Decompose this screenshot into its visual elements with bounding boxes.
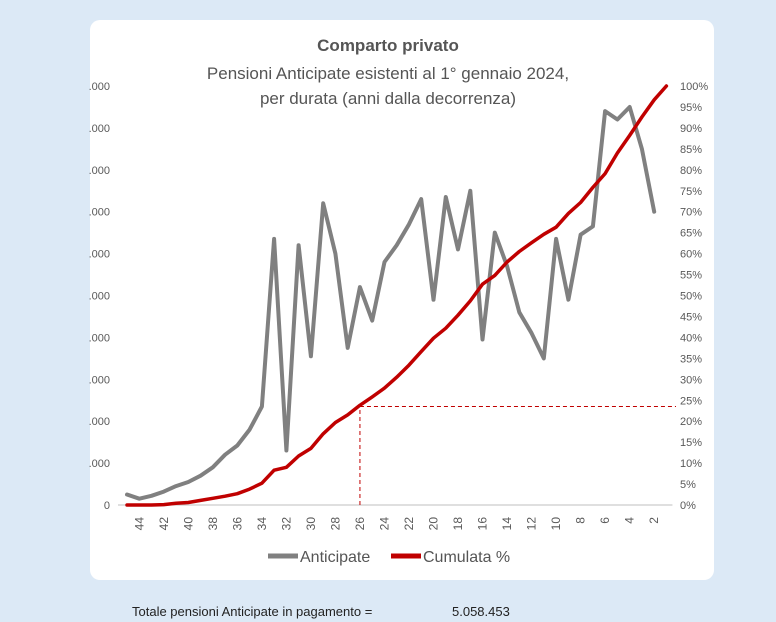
x-tick-label: 28 bbox=[328, 517, 342, 531]
x-tick-label: 10 bbox=[549, 517, 563, 531]
y-right-tick-label: 30% bbox=[680, 374, 702, 386]
x-tick-label: 24 bbox=[377, 517, 391, 531]
y-right-tick-label: 15% bbox=[680, 437, 702, 449]
series-line-cumulata bbox=[125, 84, 669, 507]
x-tick-label: 18 bbox=[451, 517, 465, 531]
reference-lines bbox=[359, 406, 676, 505]
y-right-tick-label: 75% bbox=[680, 186, 702, 198]
chart-title: Comparto privato bbox=[317, 36, 459, 55]
legend-label-cumulata: Cumulata % bbox=[423, 549, 510, 566]
y-right-tick-label: 0% bbox=[680, 500, 696, 512]
y-right-tick-label: 100% bbox=[680, 81, 708, 93]
footer-value: 5.058.453 bbox=[452, 604, 510, 619]
y-left-tick-label: .000 bbox=[89, 123, 110, 135]
series-lines bbox=[125, 84, 669, 507]
x-tick-label: 36 bbox=[230, 517, 244, 531]
y-right-tick-label: 55% bbox=[680, 270, 702, 282]
y-right-tick-label: 70% bbox=[680, 207, 702, 219]
x-tick-label: 26 bbox=[353, 517, 367, 531]
y-right-tick-label: 40% bbox=[680, 332, 702, 344]
chart-subtitle-line2: per durata (anni dalla decorrenza) bbox=[260, 89, 516, 108]
y-left-tick-label: .000 bbox=[89, 374, 110, 386]
x-tick-label: 20 bbox=[427, 517, 441, 531]
y-right-tick-label: 20% bbox=[680, 416, 702, 428]
y-right-tick-label: 90% bbox=[680, 123, 702, 135]
y-left-tick-label: .000 bbox=[89, 207, 110, 219]
x-tick-label: 40 bbox=[181, 517, 195, 531]
y-left-tick-label: .000 bbox=[89, 332, 110, 344]
x-tick-label: 16 bbox=[476, 517, 490, 531]
y-right-tick-label: 10% bbox=[680, 458, 702, 470]
footer-label: Totale pensioni Anticipate in pagamento … bbox=[132, 604, 373, 619]
series-line-anticipate bbox=[125, 105, 657, 501]
x-tick-label: 32 bbox=[279, 517, 293, 531]
y-right-tick-label: 45% bbox=[680, 311, 702, 323]
x-tick-label: 38 bbox=[206, 517, 220, 531]
x-tick-label: 6 bbox=[598, 517, 612, 524]
y-left-tick-label: 0 bbox=[104, 500, 110, 512]
y-left-tick-label: .000 bbox=[89, 416, 110, 428]
x-tick-label: 22 bbox=[402, 517, 416, 531]
x-tick-label: 12 bbox=[525, 517, 539, 531]
y-right-tick-label: 85% bbox=[680, 144, 702, 156]
y-right-tick-label: 50% bbox=[680, 291, 702, 303]
y-right-tick-label: 60% bbox=[680, 249, 702, 261]
y-right-tick-label: 95% bbox=[680, 102, 702, 114]
y-left-tick-label: .000 bbox=[89, 249, 110, 261]
chart-subtitle-line1: Pensioni Anticipate esistenti al 1° genn… bbox=[207, 64, 569, 83]
y-right-tick-label: 65% bbox=[680, 228, 702, 240]
x-tick-label: 34 bbox=[255, 517, 269, 531]
y-left-tick-label: .000 bbox=[89, 165, 110, 177]
y-right-tick-label: 80% bbox=[680, 165, 702, 177]
x-tick-label: 14 bbox=[500, 517, 514, 531]
y-left-tick-label: .000 bbox=[89, 458, 110, 470]
x-tick-label: 30 bbox=[304, 517, 318, 531]
y-right-tick-label: 5% bbox=[680, 479, 696, 491]
x-tick-label: 44 bbox=[132, 517, 146, 531]
x-tick-label: 2 bbox=[647, 517, 661, 524]
legend-label-anticipate: Anticipate bbox=[300, 549, 370, 566]
axes: 0 .000 .000 .000 .000 .000 .000 .000 .000 .000 .00… bbox=[89, 81, 709, 530]
x-tick-label: 8 bbox=[574, 517, 588, 524]
y-left-tick-label: .000 bbox=[89, 291, 110, 303]
legend: Anticipate Cumulata % bbox=[268, 549, 510, 566]
x-tick-label: 4 bbox=[623, 517, 637, 524]
x-tick-label: 42 bbox=[157, 517, 171, 531]
y-right-tick-label: 35% bbox=[680, 353, 702, 365]
y-left-tick-label: .000 bbox=[89, 81, 110, 93]
y-right-tick-label: 25% bbox=[680, 395, 702, 407]
footer: Totale pensioni Anticipate in pagamento … bbox=[132, 604, 510, 619]
